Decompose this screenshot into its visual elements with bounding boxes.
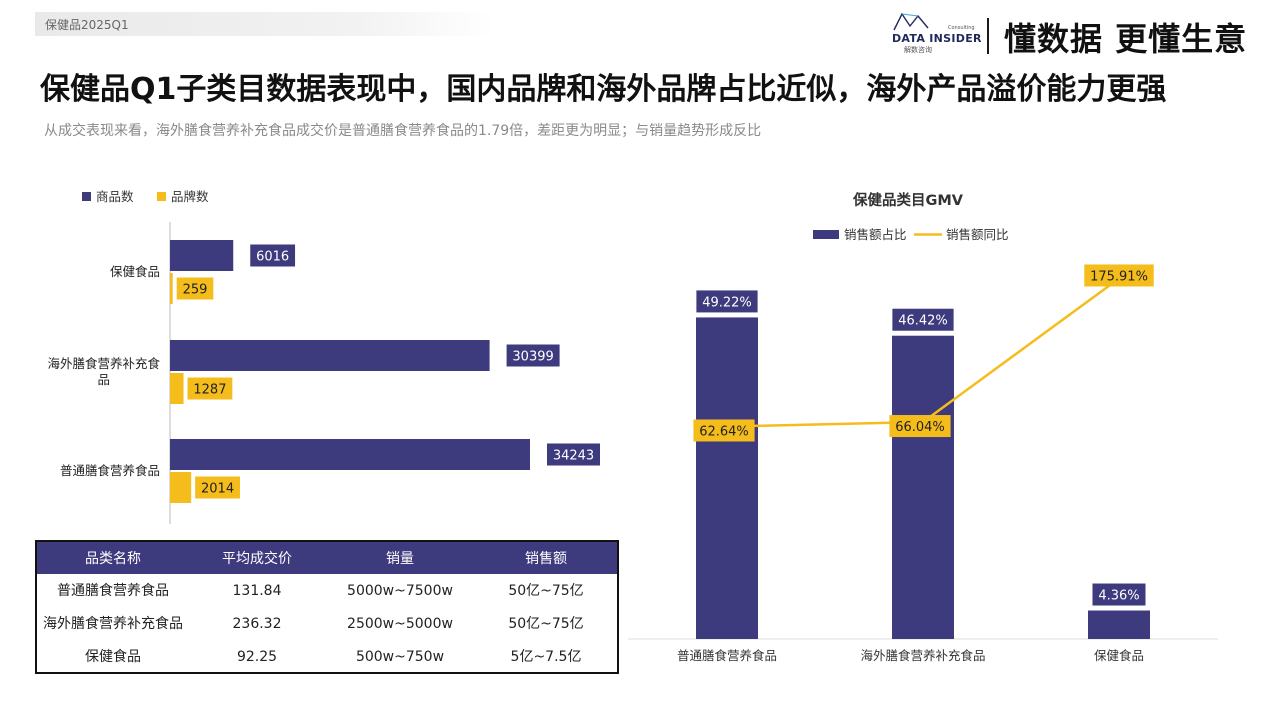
svg-text:175.91%: 175.91% [1090,269,1148,284]
svg-text:46.42%: 46.42% [898,314,948,329]
logo-consulting: Consulting [948,25,975,31]
table-cell: 50亿~75亿 [508,582,584,599]
bar-brand-label: 2014 [195,476,240,499]
table-row: 保健食品 92.25 500w~750w 5亿~7.5亿 [37,640,617,673]
category-label: 海外膳食营养补充食 [47,356,160,371]
table-cell: 2500w~5000w [347,615,453,632]
legend-swatch [157,192,166,201]
logo-mark-icon [893,12,929,31]
svg-text:66.04%: 66.04% [895,420,945,435]
bar-gmv-share [1088,610,1150,639]
report-tag-text: 保健品2025Q1 [45,18,129,32]
table-cell: 500w~750w [355,648,445,665]
bar-gmv-share-label: 4.36% [1092,583,1146,606]
bar-sku [170,439,530,470]
data-insider-logo: Consulting DATA INSIDER 解数咨询 [890,12,982,54]
category-label: 保健食品 [110,264,160,279]
svg-text:6016: 6016 [256,250,289,265]
page-subtitle: 从成交表现来看，海外膳食营养补充食品成交价是普通膳食营养食品的1.79倍，差距更… [44,123,762,139]
legend-label: 销售额占比 [844,227,907,242]
svg-text:49.22%: 49.22% [702,295,752,310]
header-divider [987,18,989,54]
svg-text:2014: 2014 [201,482,234,497]
table-cell: 131.84 [232,582,282,599]
category-label: 普通膳食营养食品 [60,463,160,478]
page-title: 保健品Q1子类目数据表现中，国内品牌和海外品牌占比近似，海外产品溢价能力更强 [40,72,1167,107]
table-cell: 5亿~7.5亿 [510,648,582,665]
table-cell: 保健食品 [85,648,141,665]
bar-sku-label: 30399 [506,344,560,367]
table-cell: 92.25 [236,648,278,665]
x-tick-label: 保健食品 [1094,648,1144,663]
bar-gmv-share-label: 49.22% [696,290,758,313]
x-tick-label: 普通膳食营养食品 [677,648,777,663]
legend-label: 商品数 [96,189,134,204]
logo-en: DATA INSIDER [892,32,982,45]
bar-brand [170,273,173,304]
bar-gmv-share [696,317,758,639]
bar-brand [170,472,192,503]
bar-sku-label: 6016 [250,244,296,267]
table-header: 平均成交价 [189,542,325,574]
right-legend: 销售额占比 销售额同比 [813,227,1009,242]
legend-label: 销售额同比 [946,227,1009,242]
logo-cn: 解数咨询 [904,46,932,54]
bar-gmv-share [892,335,954,639]
table-row: 普通膳食营养食品 131.84 5000w~7500w 50亿~75亿 [37,574,617,607]
legend-label: 品牌数 [171,189,209,204]
bar-brand [170,373,184,404]
table-header-row: 品类名称 平均成交价 销量 销售额 [37,542,617,574]
line-gmv-yoy-label: 175.91% [1084,264,1154,287]
bar-sku-label: 34243 [547,443,600,466]
bar-brand-label: 1287 [187,377,233,400]
legend-swatch [82,192,91,201]
category-table: 品类名称 平均成交价 销量 销售额 普通膳食营养食品 131.84 5000w~… [35,540,619,674]
slogan: 懂数据 更懂生意 [1004,20,1248,58]
svg-text:34243: 34243 [553,449,594,464]
bar-gmv-share-label: 46.42% [892,308,954,331]
left-legend: 商品数 品牌数 [82,189,209,204]
legend-swatch [813,230,839,239]
svg-text:30399: 30399 [512,350,553,365]
x-tick-label: 海外膳食营养补充食品 [860,648,985,663]
line-gmv-yoy-label: 66.04% [889,415,951,438]
table-cell: 5000w~7500w [347,582,453,599]
report-tag: 保健品2025Q1 [35,12,495,36]
table-cell: 普通膳食营养食品 [57,582,169,599]
line-gmv-yoy-label: 62.64% [693,419,755,442]
table-cell: 236.32 [232,615,282,632]
table-cell: 50亿~75亿 [508,615,584,632]
svg-text:259: 259 [183,283,208,298]
bar-brand-label: 259 [176,277,214,300]
gmv-chart-title: 保健品类目GMV [852,191,964,209]
svg-text:62.64%: 62.64% [699,424,749,439]
table-header: 品类名称 [37,542,189,574]
svg-text:4.36%: 4.36% [1098,589,1139,604]
table-row: 海外膳食营养补充食品 236.32 2500w~5000w 50亿~75亿 [37,607,617,640]
table-header: 销售额 [475,542,617,574]
bar-sku [170,340,490,371]
category-label: 品 [97,372,110,387]
table-header: 销量 [325,542,475,574]
bar-sku [170,240,234,271]
svg-text:1287: 1287 [193,383,226,398]
table-cell: 海外膳食营养补充食品 [43,615,183,632]
